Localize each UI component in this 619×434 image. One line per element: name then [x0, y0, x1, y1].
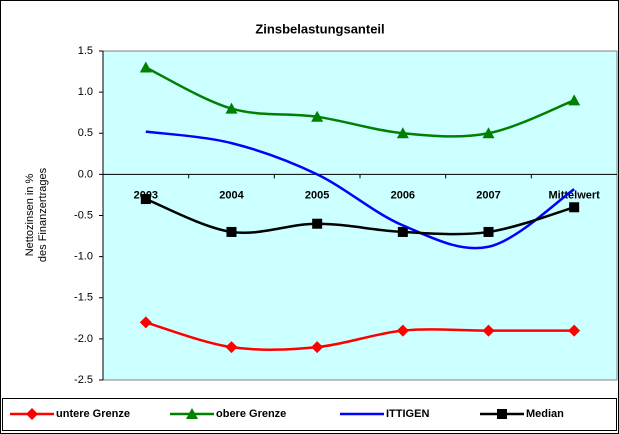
series-line — [145, 321, 575, 351]
plot-area — [102, 50, 618, 381]
marker — [482, 324, 495, 337]
legend-label: obere Grenze — [216, 408, 286, 420]
marker — [569, 202, 580, 213]
chart-title: Zinsbelastungsanteil — [255, 21, 384, 36]
y-tick-label: 0.5 — [78, 127, 93, 139]
x-tick-label: Mittelwert — [548, 189, 600, 201]
marker — [26, 408, 38, 420]
marker — [226, 226, 237, 237]
marker — [568, 324, 581, 337]
series-line — [145, 66, 575, 138]
x-tick-label: 2007 — [476, 189, 500, 201]
marker — [397, 226, 408, 237]
marker — [568, 94, 581, 106]
series-line — [145, 130, 575, 250]
y-tick-label: -1.5 — [74, 292, 93, 304]
marker — [139, 316, 152, 329]
marker — [483, 226, 494, 237]
marker — [482, 127, 495, 139]
y-axis-label: des Finanzertrages — [37, 167, 49, 262]
legend-label: ITTIGEN — [386, 408, 429, 420]
x-tick-label: 2005 — [305, 189, 329, 201]
marker — [497, 409, 507, 419]
y-tick-label: -1.0 — [74, 251, 93, 263]
marker — [140, 194, 151, 205]
marker — [396, 127, 409, 139]
marker — [312, 218, 323, 229]
marker — [186, 408, 198, 419]
y-tick-label: 1.0 — [78, 86, 93, 98]
y-tick-label: -2.0 — [74, 333, 93, 345]
marker — [225, 341, 238, 354]
marker — [396, 324, 409, 337]
marker — [225, 102, 238, 114]
y-axis-label: Nettozinsen in % — [24, 174, 36, 257]
x-tick-label: 2004 — [219, 189, 244, 201]
series-line — [145, 197, 575, 236]
x-tick-label: 2006 — [391, 189, 415, 201]
marker — [139, 61, 152, 73]
y-tick-label: -0.5 — [74, 209, 93, 221]
legend-label: Median — [526, 408, 564, 420]
marker — [311, 110, 324, 122]
y-tick-label: 0.0 — [78, 168, 93, 180]
y-tick-label: -2.5 — [74, 374, 93, 386]
legend-label: untere Grenze — [56, 408, 130, 420]
y-tick-label: 1.5 — [78, 45, 93, 57]
marker — [311, 341, 324, 354]
